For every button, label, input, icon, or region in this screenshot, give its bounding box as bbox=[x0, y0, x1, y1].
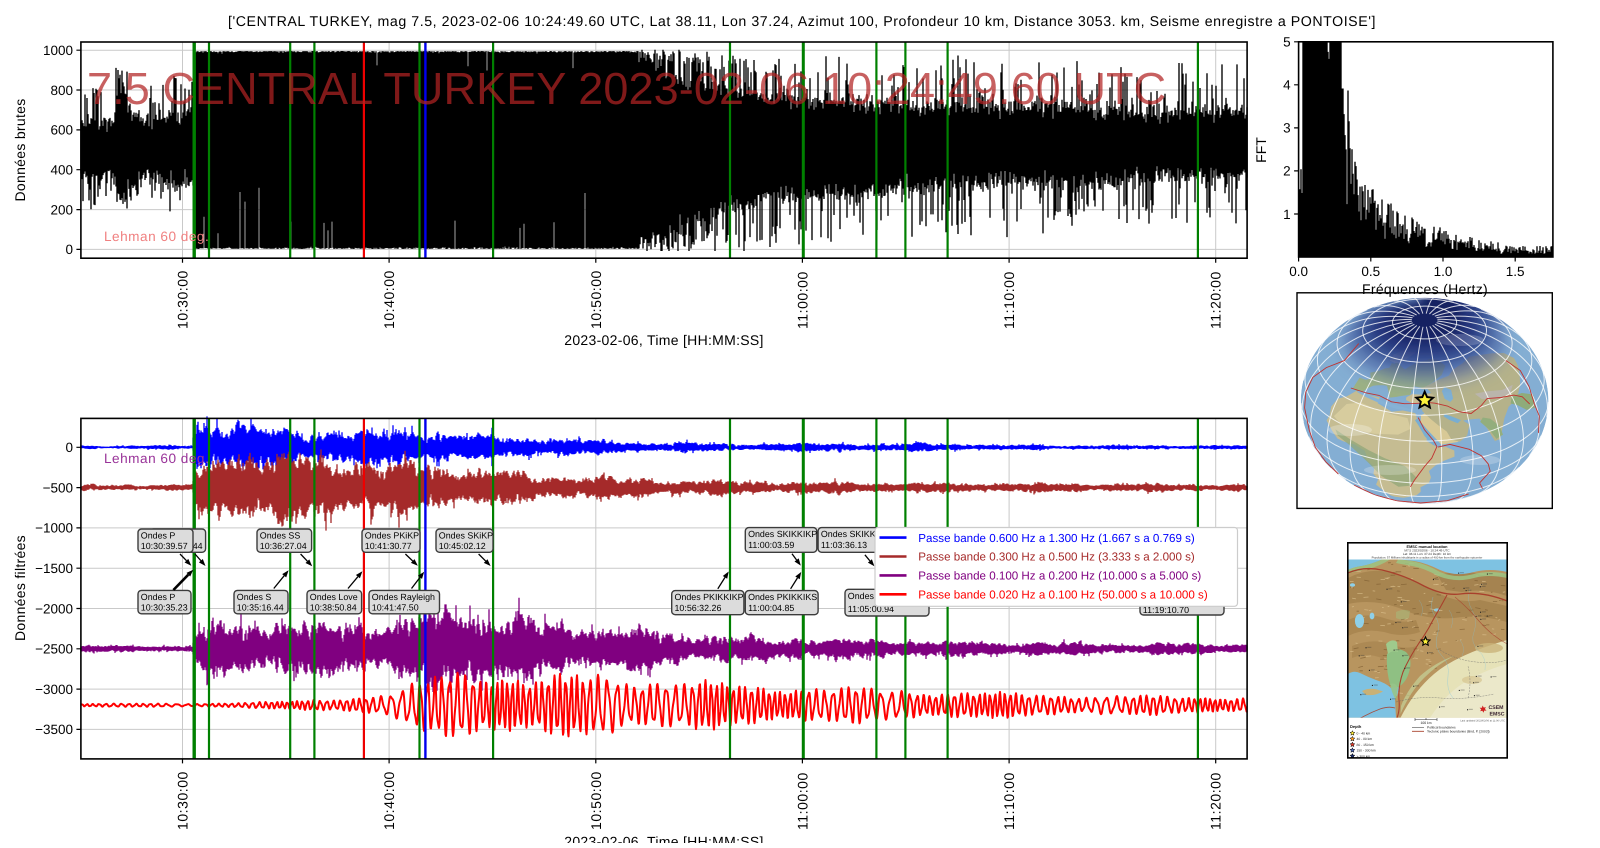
svg-text:Passe bande 0.600 Hz a 1.300 H: Passe bande 0.600 Hz a 1.300 Hz (1.667 s… bbox=[918, 532, 1195, 545]
svg-text:−500: −500 bbox=[43, 480, 73, 495]
svg-text:100 km: 100 km bbox=[1420, 721, 1431, 725]
svg-text:10:30:00: 10:30:00 bbox=[175, 771, 191, 830]
svg-text:0.5: 0.5 bbox=[1361, 264, 1380, 279]
svg-text:−2500: −2500 bbox=[35, 642, 73, 657]
svg-text:10:35:16.44: 10:35:16.44 bbox=[237, 603, 284, 613]
svg-text:Ondes SKIKKIKS: Ondes SKIKKIKS bbox=[821, 529, 890, 539]
svg-text:Last updated 2023/02/06 at 11:: Last updated 2023/02/06 at 11:06 UTC bbox=[1460, 720, 1505, 723]
svg-text:Ondes SKiKP: Ondes SKiKP bbox=[439, 531, 493, 541]
svg-text:40 - 80 km: 40 - 80 km bbox=[1357, 737, 1373, 741]
svg-text:Political boundaries: Political boundaries bbox=[1427, 726, 1456, 730]
svg-text:Données filtrées: Données filtrées bbox=[12, 535, 28, 641]
svg-text:−1500: −1500 bbox=[35, 561, 73, 576]
svg-text:3: 3 bbox=[1283, 121, 1291, 136]
svg-text:Ondes Love: Ondes Love bbox=[310, 592, 358, 602]
svg-text:10:56:32.26: 10:56:32.26 bbox=[675, 603, 722, 613]
svg-text:400: 400 bbox=[50, 163, 73, 178]
svg-text:2: 2 bbox=[1283, 164, 1291, 179]
svg-text:Population: 57 Millions inhabi: Population: 57 Millions inhabitants in a… bbox=[1372, 555, 1483, 559]
svg-text:800: 800 bbox=[50, 83, 73, 98]
svg-text:11:19:10.70: 11:19:10.70 bbox=[1143, 605, 1189, 615]
svg-text:10:30:35.23: 10:30:35.23 bbox=[141, 603, 188, 613]
svg-text:10:30:39.57: 10:30:39.57 bbox=[141, 541, 188, 551]
svg-text:Ondes Rayleigh: Ondes Rayleigh bbox=[372, 592, 435, 602]
svg-text:10:41:47.50: 10:41:47.50 bbox=[372, 603, 419, 613]
svg-text:11:00:04.85: 11:00:04.85 bbox=[748, 603, 794, 613]
svg-text:10:36:27.04: 10:36:27.04 bbox=[260, 541, 307, 551]
svg-text:2023-02-06, Time [HH:MM:SS]: 2023-02-06, Time [HH:MM:SS] bbox=[564, 834, 764, 844]
svg-text:7.5 CENTRAL TURKEY 2023-02-06: 7.5 CENTRAL TURKEY 2023-02-06 10:24:49.6… bbox=[87, 63, 1166, 114]
svg-text:11:05:00.94: 11:05:00.94 bbox=[848, 604, 894, 614]
svg-text:Ondes SKIKKIKP: Ondes SKIKKIKP bbox=[748, 529, 817, 539]
svg-text:−2000: −2000 bbox=[35, 601, 73, 616]
svg-text:Fréquences (Hertz): Fréquences (Hertz) bbox=[1362, 281, 1488, 297]
svg-text:1: 1 bbox=[1283, 207, 1291, 222]
svg-text:Ondes PKIKKIKP: Ondes PKIKKIKP bbox=[675, 592, 744, 602]
svg-text:10:40:00: 10:40:00 bbox=[381, 771, 397, 830]
svg-text:Données brutes: Données brutes bbox=[12, 98, 28, 201]
svg-text:10:30:00: 10:30:00 bbox=[175, 270, 191, 329]
svg-text:1.5: 1.5 bbox=[1506, 264, 1525, 279]
svg-text:Tectonic plates boundaries (Bi: Tectonic plates boundaries (Bird, P. [20… bbox=[1427, 730, 1490, 734]
svg-text:1.0: 1.0 bbox=[1434, 264, 1453, 279]
svg-text:0.0: 0.0 bbox=[1289, 264, 1308, 279]
svg-text:10:41:30.77: 10:41:30.77 bbox=[365, 541, 412, 551]
svg-text:200: 200 bbox=[50, 202, 73, 217]
svg-text:2023-02-06, Time [HH:MM:SS]: 2023-02-06, Time [HH:MM:SS] bbox=[564, 332, 764, 348]
svg-text:Passe bande 0.020 Hz a 0.100 H: Passe bande 0.020 Hz a 0.100 Hz (50.000 … bbox=[918, 589, 1208, 602]
svg-text:5: 5 bbox=[1283, 35, 1291, 50]
svg-text:Lehman 60 deg.: Lehman 60 deg. bbox=[104, 451, 209, 466]
svg-text:Depth: Depth bbox=[1350, 724, 1362, 729]
svg-text:Ondes PKiKP: Ondes PKiKP bbox=[365, 531, 419, 541]
svg-text:EMSC: EMSC bbox=[1490, 712, 1505, 718]
svg-text:Ondes SS: Ondes SS bbox=[260, 531, 301, 541]
svg-text:150 - 300 km: 150 - 300 km bbox=[1357, 749, 1376, 753]
svg-text:Ondes P: Ondes P bbox=[141, 592, 176, 602]
svg-text:−1000: −1000 bbox=[35, 521, 73, 536]
svg-text:10:40:00: 10:40:00 bbox=[381, 270, 397, 329]
svg-text:Lat: 38.11 Lon: 37.24 Depth: 1: Lat: 38.11 Lon: 37.24 Depth: 10 km bbox=[1403, 552, 1452, 556]
svg-text:−3500: −3500 bbox=[35, 722, 73, 737]
svg-text:Passe bande 0.100 Hz a 0.200 H: Passe bande 0.100 Hz a 0.200 Hz (10.000 … bbox=[918, 570, 1201, 583]
svg-text:Ondes P: Ondes P bbox=[141, 531, 176, 541]
svg-text:80 - 150 km: 80 - 150 km bbox=[1357, 743, 1375, 747]
svg-text:11:20:00: 11:20:00 bbox=[1208, 271, 1224, 329]
svg-text:600: 600 bbox=[50, 123, 73, 138]
svg-text:11:00:03.59: 11:00:03.59 bbox=[748, 540, 794, 550]
svg-text:−3000: −3000 bbox=[35, 682, 73, 697]
svg-text:EMSC manual location: EMSC manual location bbox=[1407, 545, 1449, 549]
svg-text:M7.5 2023/02/06 - 10:24:49 UTC: M7.5 2023/02/06 - 10:24:49 UTC bbox=[1404, 548, 1450, 552]
svg-text:10:38:50.84: 10:38:50.84 bbox=[310, 603, 357, 613]
svg-text:0: 0 bbox=[65, 440, 73, 455]
svg-text:0: 0 bbox=[65, 242, 73, 257]
svg-text:FFT: FFT bbox=[1253, 137, 1269, 163]
svg-text:['CENTRAL TURKEY, mag 7.5, 202: ['CENTRAL TURKEY, mag 7.5, 2023-02-06 10… bbox=[228, 14, 1376, 30]
svg-text:> 300 km: > 300 km bbox=[1357, 754, 1371, 758]
svg-text:11:03:36.13: 11:03:36.13 bbox=[821, 540, 867, 550]
svg-text:0 - 40 km: 0 - 40 km bbox=[1357, 732, 1371, 736]
svg-text:10:45:02.12: 10:45:02.12 bbox=[439, 541, 486, 551]
svg-text:1000: 1000 bbox=[43, 43, 73, 58]
svg-text:Passe bande 0.300 Hz a 0.500 H: Passe bande 0.300 Hz a 0.500 Hz (3.333 s… bbox=[918, 551, 1195, 564]
svg-text:Ondes PKIKKIKS: Ondes PKIKKIKS bbox=[748, 592, 817, 602]
svg-text:11:00:00: 11:00:00 bbox=[794, 772, 810, 830]
svg-text:11:20:00: 11:20:00 bbox=[1208, 772, 1224, 830]
svg-text:10:50:00: 10:50:00 bbox=[588, 270, 604, 329]
svg-text:Lehman 60 deg.: Lehman 60 deg. bbox=[104, 229, 209, 244]
svg-text:4: 4 bbox=[1283, 78, 1291, 93]
svg-text:11:00:00: 11:00:00 bbox=[794, 271, 810, 329]
svg-text:10:50:00: 10:50:00 bbox=[588, 771, 604, 830]
svg-text:11:10:00: 11:10:00 bbox=[1001, 772, 1017, 830]
svg-text:11:10:00: 11:10:00 bbox=[1001, 271, 1017, 329]
svg-text:CSEM: CSEM bbox=[1489, 705, 1504, 711]
svg-text:Ondes S: Ondes S bbox=[237, 592, 272, 602]
